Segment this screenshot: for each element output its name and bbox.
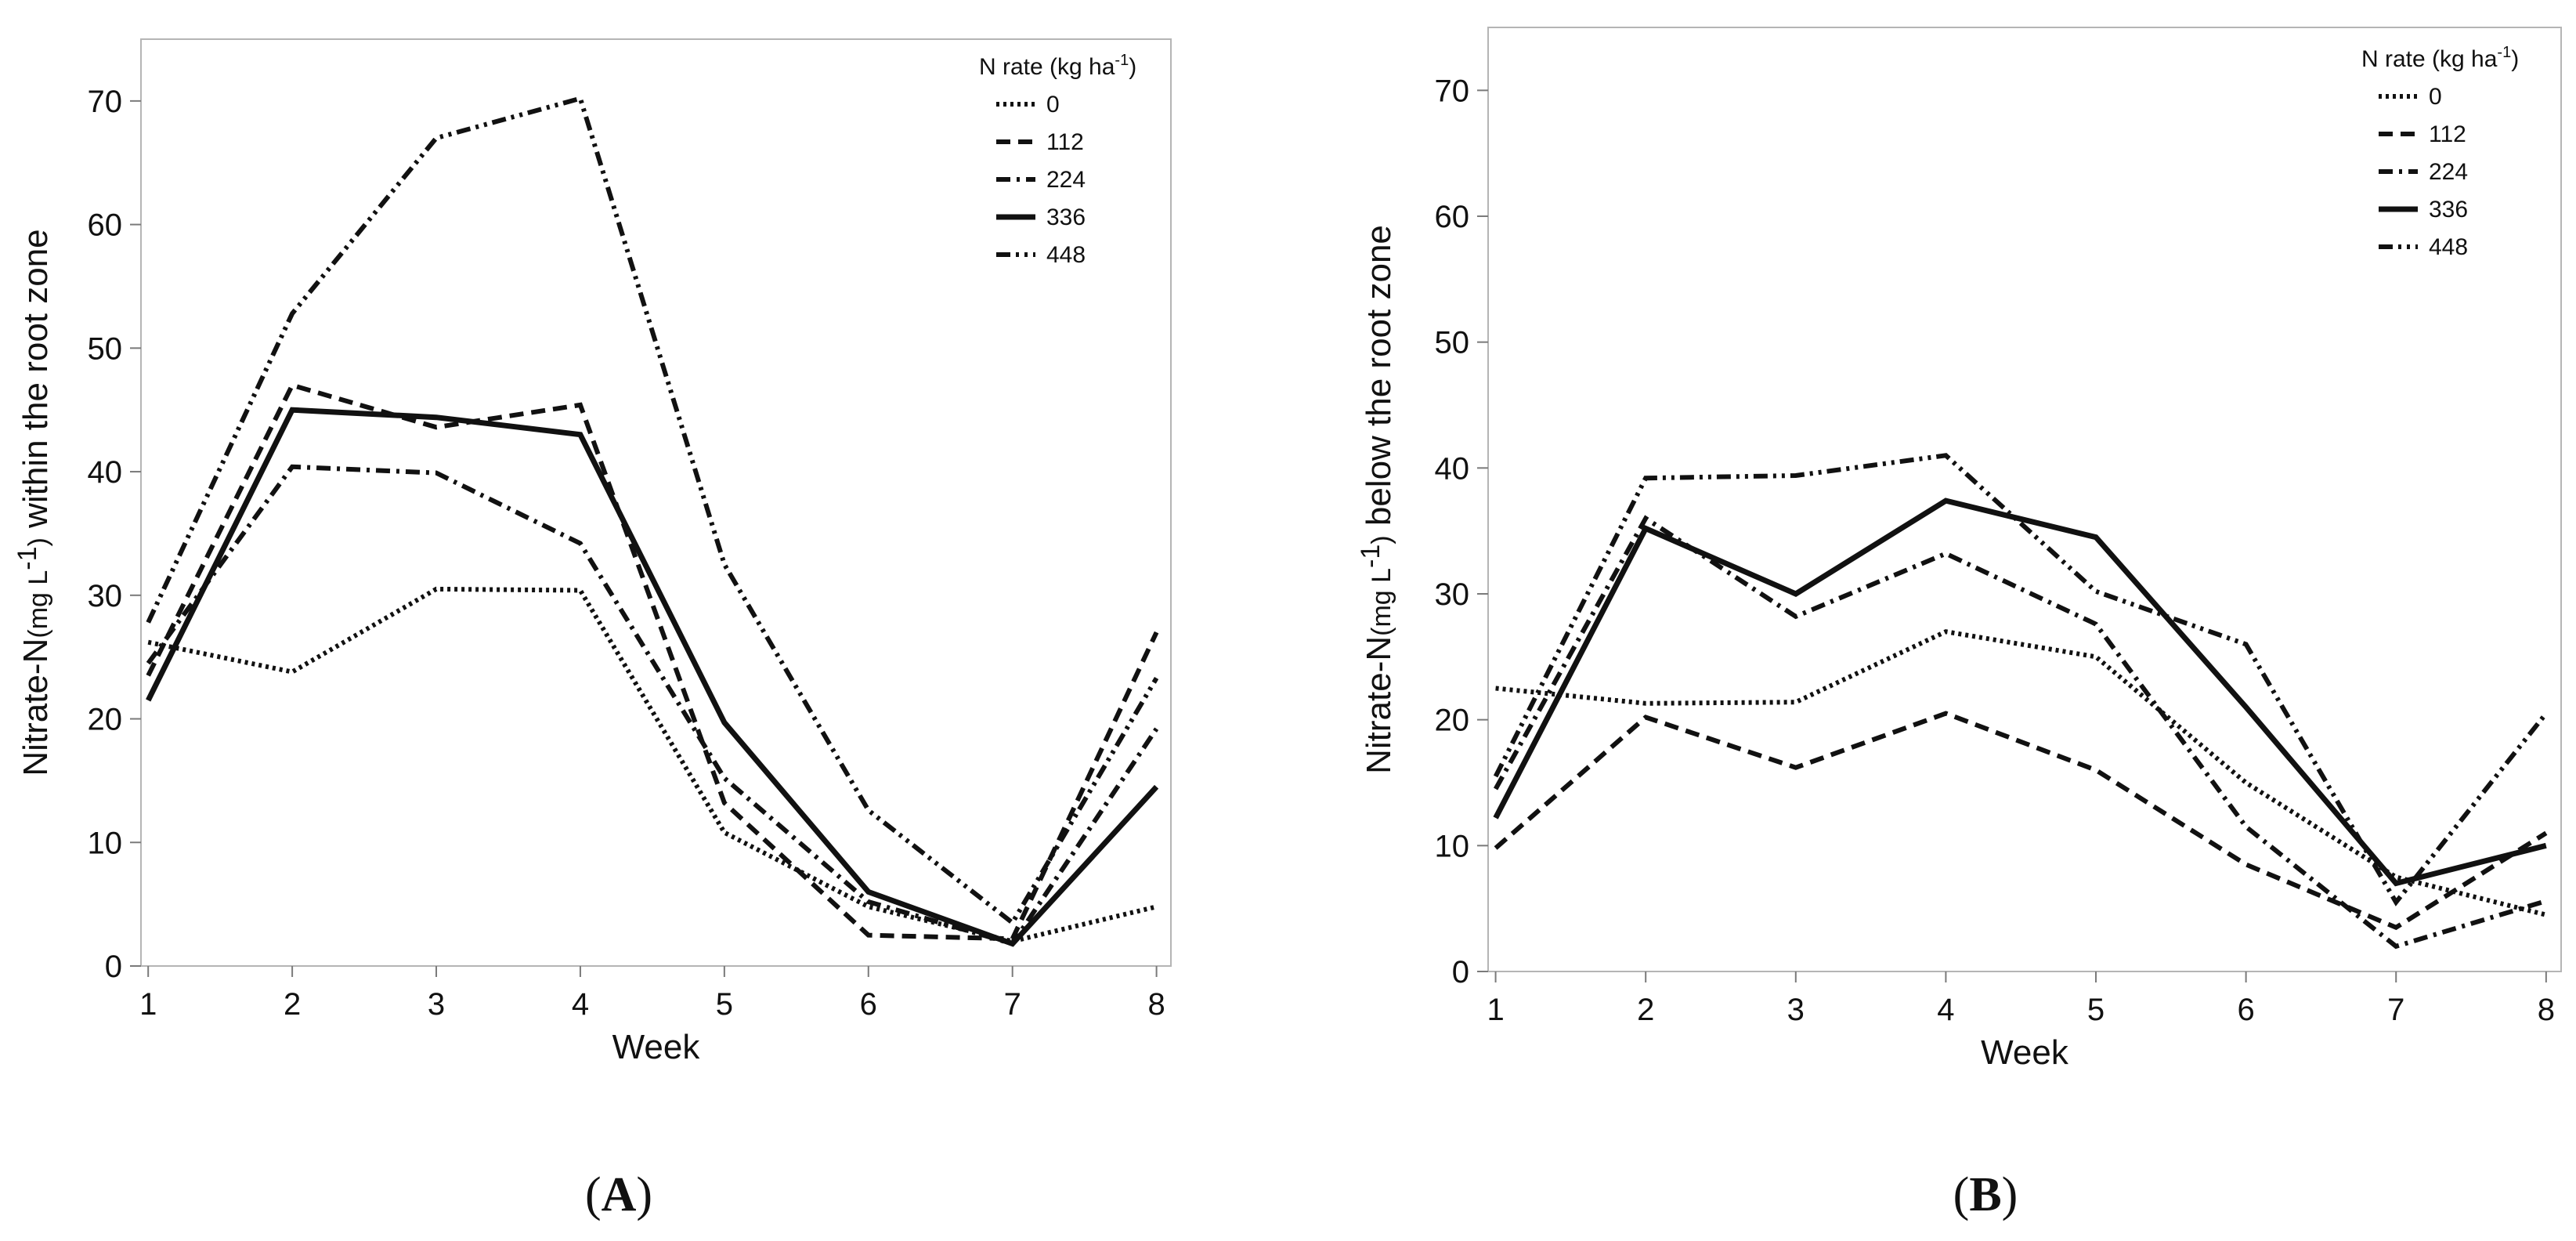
y-tick-label: 40 xyxy=(88,455,123,490)
y-tick-label: 60 xyxy=(88,208,123,243)
legend-label-0: 0 xyxy=(1046,92,1060,118)
y-tick-label: 40 xyxy=(1435,451,1470,486)
legend-label-448: 448 xyxy=(2429,234,2468,260)
x-axis-title: Week xyxy=(1981,1033,2069,1072)
y-tick-label: 70 xyxy=(1435,74,1470,108)
panel-label: (A) xyxy=(585,1168,652,1221)
y-tick-label: 50 xyxy=(1435,326,1470,360)
x-tick-label: 5 xyxy=(2087,993,2105,1027)
legend: N rate (kg ha-1) 0 112 224 336 448 xyxy=(979,52,1136,268)
x-tick-label: 4 xyxy=(1937,993,1954,1027)
y-axis-title: Nitrate-N(mg L-1) below the root zone xyxy=(1356,225,1398,774)
panel-label-close: ) xyxy=(2002,1168,2018,1221)
y-axis-title-main: Nitrate-N xyxy=(1360,636,1398,774)
series-line-448 xyxy=(146,96,1159,927)
legend: N rate (kg ha-1) 0 112 224 336 448 xyxy=(2361,44,2519,260)
chart-panel-b: 0 10 20 30 40 50 60 70 1 2 3 4 5 6 7 8 Week Nitrate-N(mg … xyxy=(1356,27,2562,1221)
legend-title: N rate (kg ha-1) xyxy=(979,52,1136,80)
legend-title-sup: -1 xyxy=(2497,44,2511,61)
legend-label-224: 224 xyxy=(2429,159,2468,185)
legend-title-base: N rate (kg ha xyxy=(2361,46,2498,72)
y-tick-label: 0 xyxy=(1452,955,1469,990)
y-tick-label: 30 xyxy=(1435,577,1470,612)
x-tick-label: 7 xyxy=(1004,987,1021,1022)
y-tick-label: 20 xyxy=(1435,704,1470,738)
legend-label-448: 448 xyxy=(1046,242,1086,268)
legend-label-112: 112 xyxy=(2429,121,2466,147)
y-tick-label: 10 xyxy=(1435,829,1470,863)
y-tick-label: 30 xyxy=(88,579,123,613)
legend-title-sup: -1 xyxy=(1115,52,1129,69)
y-axis-title-unit-sup: -1 xyxy=(1356,545,1386,568)
panel-label-close: ) xyxy=(636,1168,652,1221)
panel-label: (B) xyxy=(1953,1168,2018,1221)
legend-title: N rate (kg ha-1) xyxy=(2361,44,2519,72)
x-tick-label: 8 xyxy=(2538,993,2555,1027)
y-tick-label: 20 xyxy=(88,703,123,737)
y-axis-title-main: Nitrate-N xyxy=(16,639,55,776)
legend-label-336: 336 xyxy=(2429,197,2468,223)
legend-title-end: ) xyxy=(2511,46,2519,72)
chart-panel-a: 0 10 20 30 40 50 60 70 1 2 3 4 5 6 7 8 Week Nitrate-N(mg … xyxy=(13,38,1172,1221)
panel-label-letter: A xyxy=(602,1168,637,1221)
y-axis-title: Nitrate-N(mg L-1) within the root zone xyxy=(13,229,55,776)
series-line-336 xyxy=(1493,497,2547,887)
y-axis-title-suffix: within the root zone xyxy=(16,229,55,537)
x-tick-label: 8 xyxy=(1147,987,1165,1022)
y-axis-title-unit-sup: -1 xyxy=(13,546,42,570)
x-tick-label: 1 xyxy=(139,987,157,1022)
y-axis-title-unit-end: ) xyxy=(1367,535,1396,544)
x-tick-label: 5 xyxy=(716,987,733,1022)
legend-title-end: ) xyxy=(1129,54,1136,80)
legend-label-336: 336 xyxy=(1046,204,1086,230)
plot-frame xyxy=(140,38,1172,967)
x-tick-label: 7 xyxy=(2387,993,2404,1027)
legend-title-base: N rate (kg ha xyxy=(979,54,1115,80)
x-tick-label: 2 xyxy=(1637,993,1654,1027)
series-line-112 xyxy=(1494,711,2548,931)
x-tick-label: 3 xyxy=(1787,993,1805,1027)
y-tick-label: 10 xyxy=(88,826,123,860)
y-axis-title-unit: (mg L xyxy=(23,570,53,639)
y-tick-label: 50 xyxy=(88,331,123,366)
panel-label-letter: B xyxy=(1969,1168,2001,1221)
series-line-336 xyxy=(146,407,1159,947)
y-axis-title-unit: (mg L xyxy=(1367,568,1396,636)
x-tick-label: 6 xyxy=(2237,993,2254,1027)
x-tick-label: 1 xyxy=(1487,993,1504,1027)
x-axis-title: Week xyxy=(612,1028,701,1066)
y-axis-title-suffix: below the root zone xyxy=(1360,225,1398,535)
panel-label-open: ( xyxy=(585,1168,602,1221)
x-tick-label: 6 xyxy=(860,987,877,1022)
series-line-224 xyxy=(1493,515,2547,950)
y-tick-label: 70 xyxy=(88,85,123,119)
plot-frame xyxy=(1487,27,2562,972)
y-tick-label: 60 xyxy=(1435,200,1470,234)
legend-label-112: 112 xyxy=(1046,129,1084,155)
panel-label-open: ( xyxy=(1953,1168,1970,1221)
y-axis-title-unit-end: ) xyxy=(23,537,53,546)
legend-label-0: 0 xyxy=(2429,84,2442,110)
x-tick-label: 2 xyxy=(284,987,301,1022)
legend-label-224: 224 xyxy=(1046,167,1086,193)
x-tick-label: 3 xyxy=(428,987,445,1022)
y-tick-label: 0 xyxy=(105,950,122,984)
x-tick-label: 4 xyxy=(572,987,589,1022)
series-line-448 xyxy=(1493,453,2549,906)
